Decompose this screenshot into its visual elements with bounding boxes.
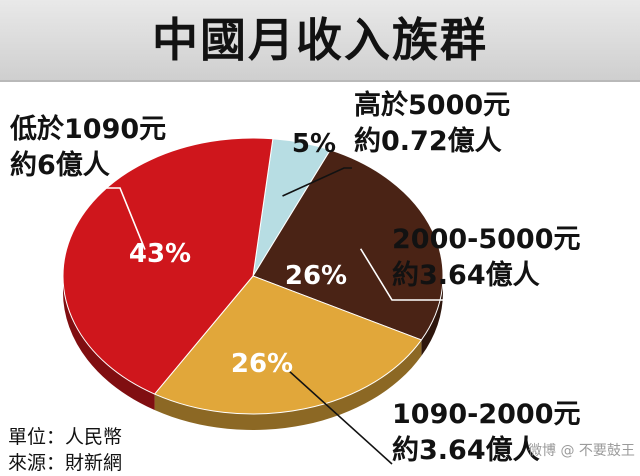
slice-label-upper-middle-range: 2000-5000元 xyxy=(392,224,581,255)
leader-line-low-income xyxy=(10,187,146,250)
slice-label-upper-middle-detail: 約3.64億人 xyxy=(392,260,540,291)
pie-slice-upper-middle xyxy=(252,149,444,341)
pie-wall-low-income xyxy=(63,276,155,411)
slice-label-lower-middle: 1090-2000元 約3.64億人 xyxy=(392,397,581,469)
slice-label-lower-middle-range: 1090-2000元 xyxy=(392,399,581,430)
source-note: 來源：財新網 xyxy=(8,452,123,474)
pie-slice-low-income xyxy=(62,137,274,395)
pie-wall-upper-middle xyxy=(421,276,443,356)
leader-line-high-income xyxy=(282,167,352,197)
leader-line-upper-middle xyxy=(359,248,580,301)
slice-label-high-income-range: 高於5000元 xyxy=(354,90,511,121)
pct-label-lower-middle: 26% xyxy=(231,349,293,379)
slice-label-low-income-detail: 約6億人 xyxy=(10,150,110,181)
slice-label-high-income: 高於5000元 約0.72億人 xyxy=(354,88,510,160)
pct-label-low-income: 43% xyxy=(129,239,191,269)
unit-note: 單位：人民幣 xyxy=(8,426,123,448)
pie-wall-lower-middle xyxy=(154,339,422,430)
chart-title: 中國月收入族群 xyxy=(152,13,488,67)
leader-line-lower-middle xyxy=(289,371,393,465)
slice-label-upper-middle: 2000-5000元 約3.64億人 xyxy=(392,222,581,294)
pie-slice-lower-middle xyxy=(153,275,423,415)
footnote: 單位：人民幣 來源：財新網 xyxy=(8,424,122,476)
title-bar xyxy=(0,0,640,82)
pct-label-high-income: 5% xyxy=(292,129,336,159)
slice-label-lower-middle-detail: 約3.64億人 xyxy=(392,435,540,466)
pct-label-upper-middle: 26% xyxy=(285,261,347,291)
watermark: 微博 @ 不要鼓王 xyxy=(528,443,635,459)
slice-label-high-income-detail: 約0.72億人 xyxy=(354,126,502,157)
slice-label-low-income-range: 低於1090元 xyxy=(10,114,167,145)
pie-chart: 5% 26% 26% 43% xyxy=(10,129,580,465)
slice-label-low-income: 低於1090元 約6億人 xyxy=(10,112,166,184)
